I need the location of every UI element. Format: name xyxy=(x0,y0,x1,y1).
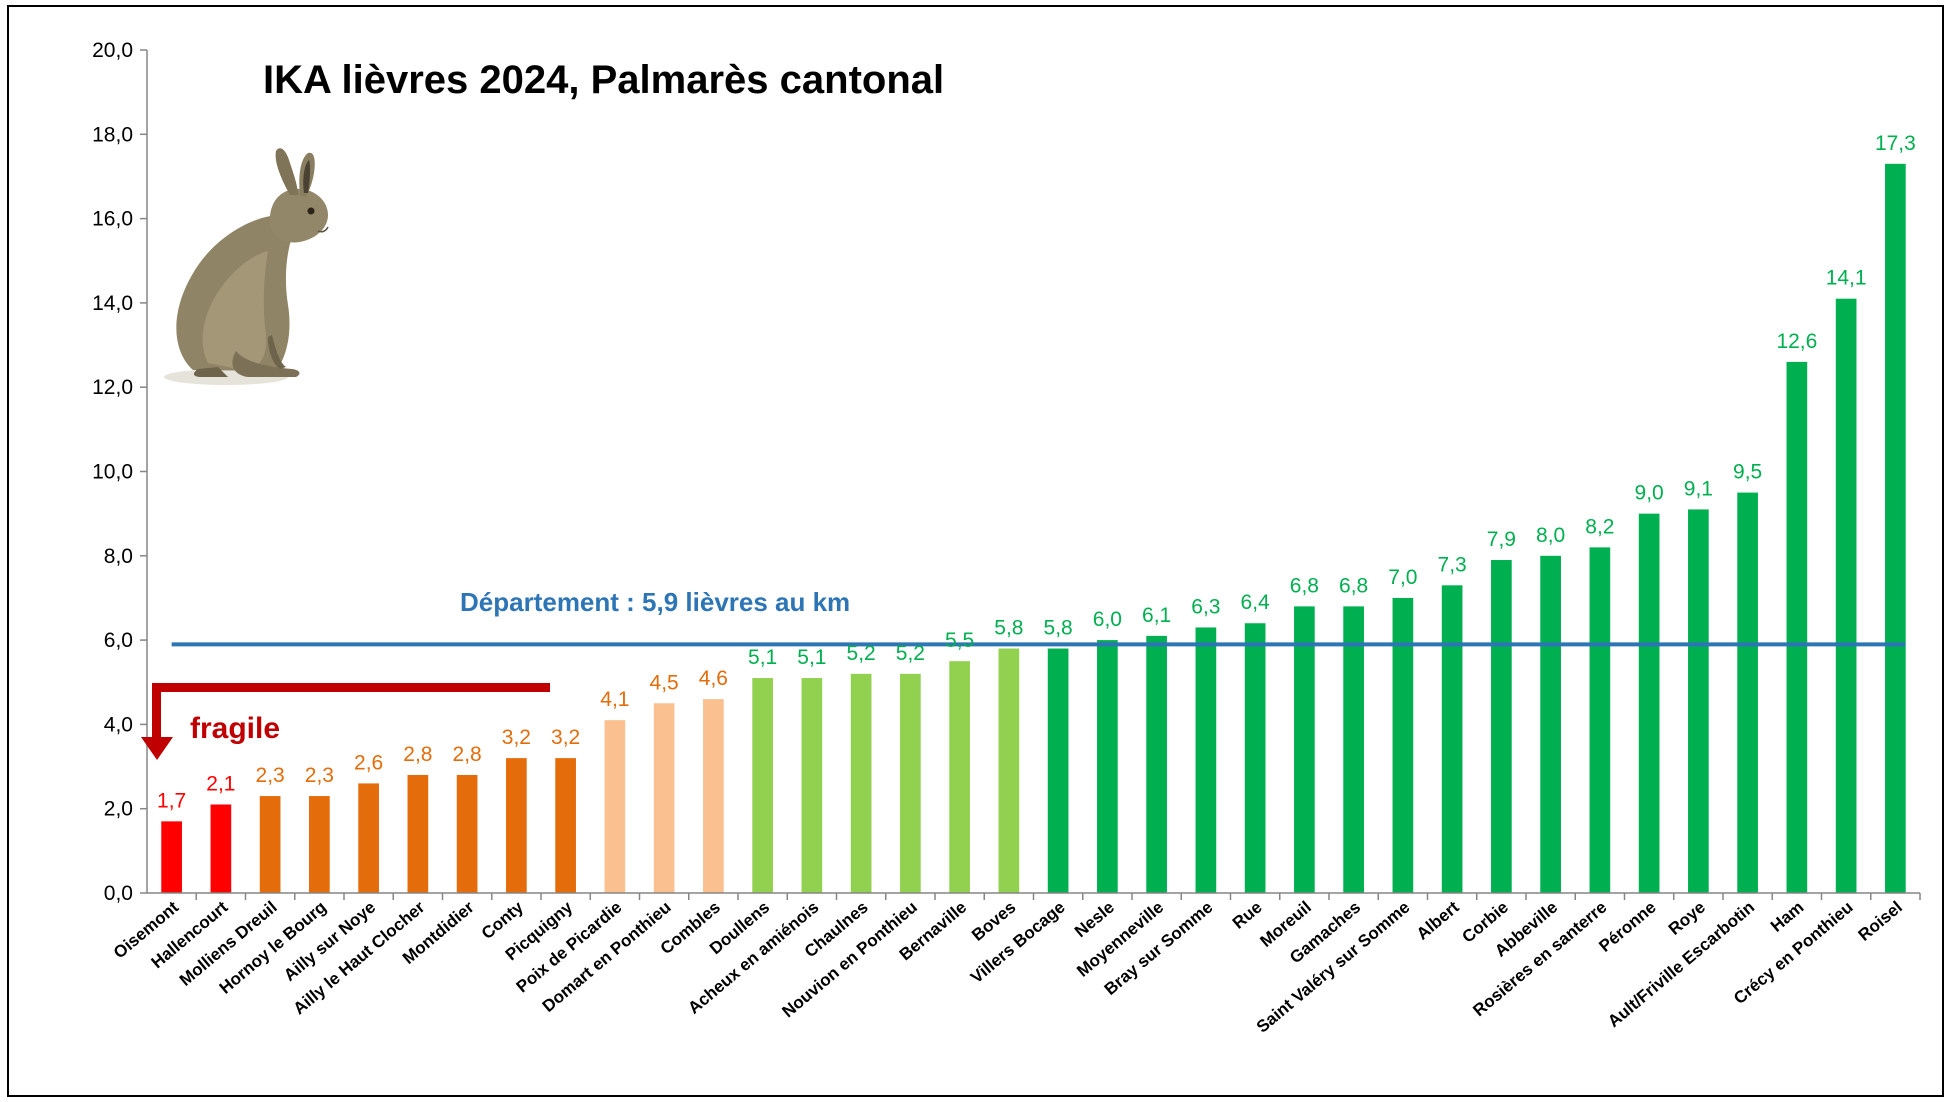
bar xyxy=(358,783,379,893)
bar xyxy=(1441,585,1463,893)
bar xyxy=(1737,492,1758,893)
data-label: 2,6 xyxy=(354,751,383,774)
data-label: 2,8 xyxy=(403,743,432,766)
data-label: 6,8 xyxy=(1290,574,1319,597)
bar xyxy=(1097,640,1118,893)
data-label: 6,8 xyxy=(1339,574,1368,597)
fragile-arrow xyxy=(141,683,550,760)
data-label: 3,2 xyxy=(502,726,531,749)
y-tick-label: 4,0 xyxy=(104,713,133,736)
bar xyxy=(653,703,675,893)
bar xyxy=(456,774,478,893)
data-label: 4,1 xyxy=(600,688,629,711)
bars xyxy=(161,163,1906,893)
bar xyxy=(1835,298,1857,893)
y-tick-label: 16,0 xyxy=(92,208,133,231)
data-label: 5,5 xyxy=(945,629,974,652)
data-label: 5,1 xyxy=(797,646,826,669)
bar xyxy=(850,673,872,893)
y-tick-label: 10,0 xyxy=(92,461,133,484)
y-tick-label: 12,0 xyxy=(92,376,133,399)
y-tick-label: 6,0 xyxy=(104,629,133,652)
data-label: 6,0 xyxy=(1093,608,1122,631)
bar xyxy=(752,678,773,893)
y-tick-label: 8,0 xyxy=(104,545,133,568)
data-label: 2,3 xyxy=(256,764,285,787)
bar xyxy=(900,673,921,893)
bar xyxy=(309,796,330,893)
bar xyxy=(949,661,970,893)
bar xyxy=(1688,509,1709,893)
bar xyxy=(1392,597,1414,893)
data-label: 9,0 xyxy=(1635,482,1664,505)
bar xyxy=(1885,163,1906,893)
bar xyxy=(1294,606,1315,893)
y-tick-label: 2,0 xyxy=(104,798,133,821)
data-label: 1,7 xyxy=(157,789,186,812)
y-tick-label: 14,0 xyxy=(92,292,133,315)
data-label: 6,3 xyxy=(1191,595,1220,618)
data-label: 17,3 xyxy=(1875,132,1916,155)
data-label: 2,8 xyxy=(453,743,482,766)
data-label: 5,2 xyxy=(896,642,925,665)
bar xyxy=(1343,606,1364,893)
data-label: 3,2 xyxy=(551,726,580,749)
bar xyxy=(1244,623,1266,893)
data-label: 6,4 xyxy=(1241,591,1271,614)
bar xyxy=(506,758,527,893)
data-label: 5,2 xyxy=(847,642,876,665)
hare-illustration xyxy=(164,148,329,385)
reference-line-label: Département : 5,9 lièvres au km xyxy=(460,587,850,617)
bar xyxy=(555,758,576,893)
data-label: 12,6 xyxy=(1776,330,1817,353)
data-label: 5,8 xyxy=(1044,617,1073,640)
data-label: 2,3 xyxy=(305,764,334,787)
data-label: 7,0 xyxy=(1388,566,1417,589)
data-labels: 1,7 2,1 2,3 2,3 2,6 2,8 2,8 3,2 3,2 4,1 4,5 4,6 5,1 5… xyxy=(157,132,1916,813)
y-tick-label: 0,0 xyxy=(104,882,133,905)
data-label: 7,3 xyxy=(1438,553,1467,576)
data-label: 7,9 xyxy=(1487,528,1516,551)
bar xyxy=(1589,547,1611,893)
data-label: 5,1 xyxy=(748,646,777,669)
bar xyxy=(1047,648,1069,893)
bar xyxy=(1146,635,1167,893)
bar xyxy=(1491,560,1512,893)
bar xyxy=(1638,513,1660,893)
data-label: 9,1 xyxy=(1684,477,1713,500)
data-label: 2,1 xyxy=(206,772,235,795)
bar xyxy=(998,648,1020,893)
bar xyxy=(1195,627,1217,893)
data-label: 8,2 xyxy=(1585,515,1614,538)
chart-frame xyxy=(7,5,1944,1097)
data-label: 4,5 xyxy=(650,671,679,694)
bar xyxy=(1540,555,1561,893)
chart-title: IKA lièvres 2024, Palmarès cantonal xyxy=(263,58,944,102)
data-label: 4,6 xyxy=(699,667,728,690)
bar xyxy=(1786,361,1808,893)
bar xyxy=(210,804,232,893)
bar xyxy=(407,774,429,893)
data-label: 14,1 xyxy=(1826,267,1867,290)
bar xyxy=(703,699,724,893)
data-label: 8,0 xyxy=(1536,524,1565,547)
y-tick-label: 20,0 xyxy=(92,39,133,62)
data-label: 9,5 xyxy=(1733,461,1762,484)
y-axis: 0,0 2,0 4,0 6,0 8,0 10,0 12,0 14,0 16,0 18,0 20,0 xyxy=(92,39,148,905)
bar xyxy=(259,796,281,893)
fragile-annotation: fragile xyxy=(190,712,280,745)
bar xyxy=(801,678,823,893)
data-label: 6,1 xyxy=(1142,604,1171,627)
data-label: 5,8 xyxy=(994,617,1023,640)
y-tick-label: 18,0 xyxy=(92,123,133,146)
bar xyxy=(161,821,182,893)
bar xyxy=(604,720,626,893)
